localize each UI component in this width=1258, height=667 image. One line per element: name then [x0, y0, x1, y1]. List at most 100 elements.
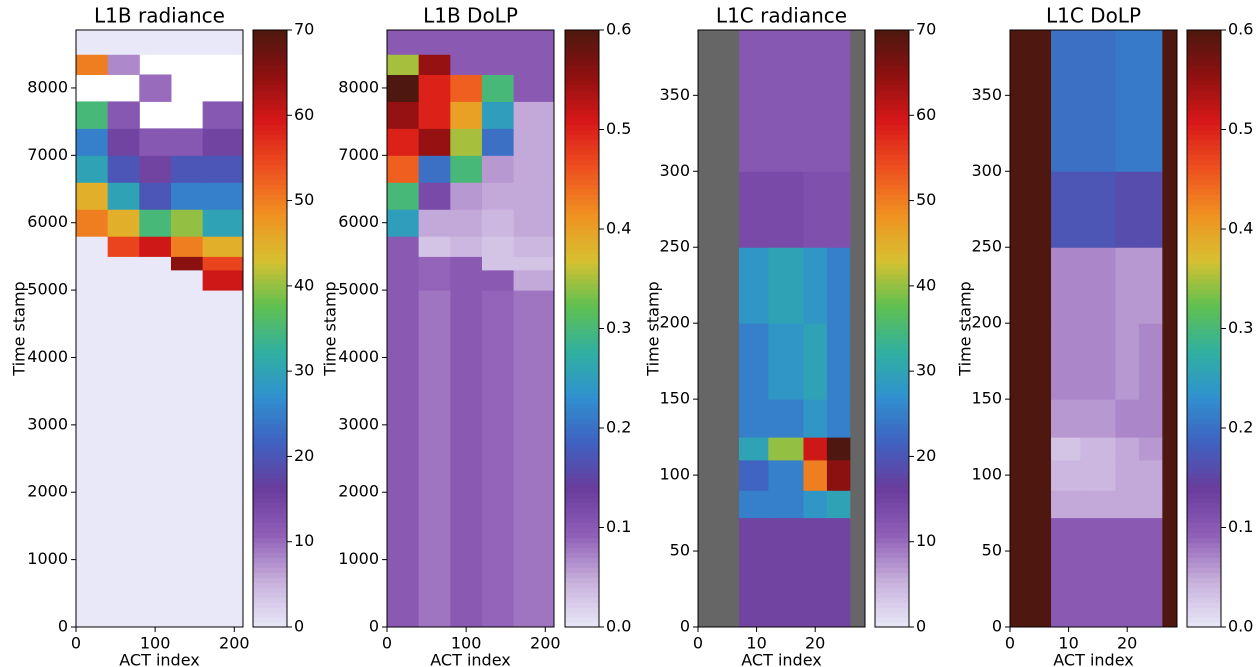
colorbar-swatch [1187, 368, 1221, 374]
y-tick-label: 250 [659, 237, 690, 256]
colorbar-swatch [253, 293, 287, 300]
colorbar-swatch [253, 79, 287, 86]
colorbar-swatch [565, 79, 599, 86]
colorbar-tick-label: 0.2 [1228, 418, 1253, 437]
colorbar-swatch [1187, 607, 1221, 613]
colorbar-tick-label: 0.0 [606, 617, 631, 636]
colorbar-swatch [253, 398, 287, 404]
colorbar-swatch [565, 199, 599, 205]
heatmap-cell [739, 247, 769, 324]
y-axis-label: Time stamp [956, 281, 975, 376]
colorbar-swatch [875, 602, 909, 608]
colorbar-swatch [1187, 447, 1221, 454]
heatmap-cell [1051, 30, 1081, 172]
colorbar-swatch [253, 577, 287, 583]
heatmap-cell [768, 247, 804, 324]
colorbar-swatch [253, 99, 287, 106]
colorbar-swatch [875, 502, 909, 509]
colorbar-swatch [565, 512, 599, 519]
colorbar-swatch [565, 179, 599, 185]
colorbar-swatch [253, 378, 287, 384]
colorbar-swatch [875, 592, 909, 598]
colorbar-swatch [565, 562, 599, 568]
colorbar-swatch [875, 59, 909, 66]
colorbar-swatch [1187, 194, 1221, 200]
heatmap-cell [139, 209, 172, 237]
heatmap-cell [202, 182, 244, 210]
colorbar-swatch [565, 428, 599, 434]
colorbar-swatch [253, 353, 287, 359]
heatmap-cell [826, 30, 851, 172]
colorbar-swatch [1187, 522, 1221, 529]
y-tick-label: 5000 [338, 280, 379, 299]
heatmap-cell [418, 256, 451, 271]
colorbar-swatch [1187, 527, 1221, 534]
colorbar-swatch [565, 557, 599, 563]
colorbar-swatch [1187, 248, 1221, 255]
heatmap-cell [107, 290, 140, 628]
colorbar-swatch [253, 139, 287, 146]
heatmap-cell [170, 236, 204, 257]
heatmap-cell [1138, 517, 1163, 541]
heatmap-cell [1010, 30, 1052, 172]
colorbar-swatch [565, 333, 599, 340]
y-tick-label: 2000 [27, 482, 68, 501]
colorbar-swatch [253, 408, 287, 414]
colorbar-swatch [875, 577, 909, 583]
heatmap-cell [418, 54, 451, 75]
colorbar-swatch [565, 214, 599, 220]
colorbar-swatch [1187, 343, 1221, 349]
colorbar-tick-label: 0 [294, 617, 304, 636]
y-tick-label: 150 [971, 389, 1002, 408]
colorbar-swatch [565, 472, 599, 479]
heatmap-cell [139, 290, 172, 628]
colorbar-swatch [1187, 378, 1221, 384]
heatmap-cell [450, 256, 483, 271]
colorbar-swatch [565, 597, 599, 603]
colorbar-swatch [1187, 507, 1221, 514]
heatmap-cell [1051, 437, 1081, 461]
y-tick-label: 5000 [27, 280, 68, 299]
colorbar-swatch [875, 69, 909, 76]
colorbar-swatch [1187, 373, 1221, 379]
colorbar-swatch [1187, 258, 1221, 265]
colorbar-swatch [253, 238, 287, 245]
heatmap-cell [202, 290, 244, 628]
colorbar-swatch [253, 194, 287, 200]
colorbar-swatch [253, 214, 287, 220]
colorbar-swatch [253, 149, 287, 155]
colorbar-swatch [875, 328, 909, 335]
colorbar-swatch [565, 34, 599, 41]
colorbar-swatch [565, 84, 599, 91]
x-axis-label: ACT index [1053, 651, 1133, 667]
colorbar-tick-label: 0.6 [1228, 20, 1253, 39]
colorbar-swatch [1187, 403, 1221, 409]
colorbar-swatch [565, 194, 599, 200]
colorbar-swatch [875, 368, 909, 374]
colorbar-swatch [253, 109, 287, 116]
heatmap-cell [481, 256, 515, 271]
colorbar-swatch [875, 383, 909, 389]
colorbar-swatch [565, 328, 599, 335]
colorbar-swatch [875, 179, 909, 185]
colorbar-swatch [1187, 333, 1221, 340]
colorbar-swatch [1187, 318, 1221, 325]
colorbar-swatch [253, 69, 287, 76]
heatmap-cell [418, 128, 451, 156]
colorbar-swatch [875, 447, 909, 454]
colorbar-swatch [253, 119, 287, 126]
colorbar-swatch [565, 517, 599, 524]
heatmap-cell [481, 209, 515, 237]
colorbar-tick-label: 0 [916, 617, 926, 636]
colorbar-swatch [875, 532, 909, 539]
colorbar-swatch [875, 572, 909, 578]
heatmap-cell [1010, 459, 1052, 491]
colorbar-swatch [1187, 413, 1221, 419]
colorbar-swatch [1187, 502, 1221, 509]
colorbar-swatch [253, 134, 287, 141]
chart-title: L1B DoLP [423, 4, 518, 28]
colorbar-swatch [253, 472, 287, 479]
y-tick-label: 50 [982, 541, 1002, 560]
colorbar-swatch [875, 84, 909, 91]
